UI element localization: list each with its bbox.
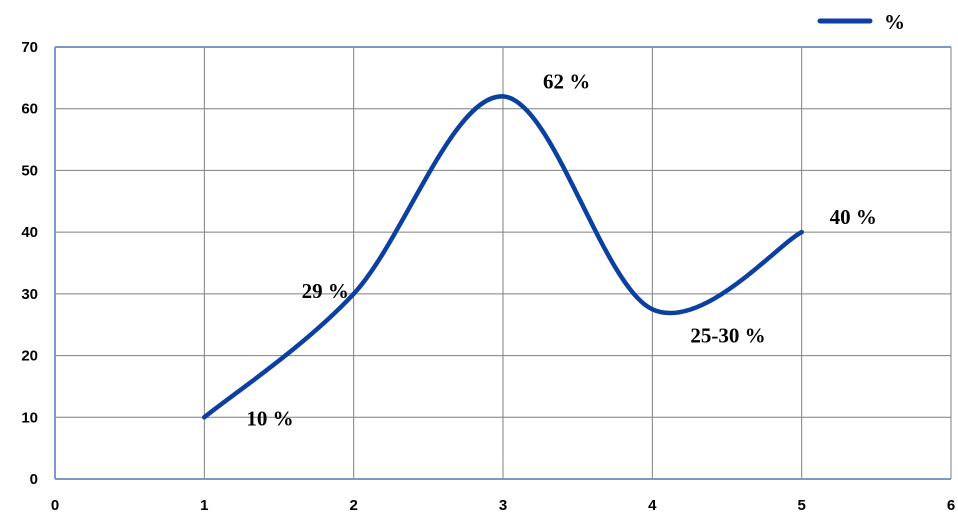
data-label: 10 % [246,406,293,430]
data-point [650,307,655,312]
legend: % [817,10,905,34]
y-tick-label: 40 [21,224,38,241]
data-label: 62 % [543,69,590,93]
y-tick-label: 20 [21,348,38,365]
x-tick-label: 0 [51,497,59,514]
axes [54,46,951,480]
x-tick-label: 3 [499,497,507,514]
x-tick-label: 5 [797,497,805,514]
x-tick-labels: 0 1 2 3 4 5 6 [51,497,955,514]
x-tick-label: 2 [349,497,357,514]
y-tick-label: 30 [21,286,38,303]
y-tick-label: 0 [30,471,38,488]
legend-label: % [884,10,905,34]
data-label: 40 % [830,205,877,229]
y-tick-label: 60 [21,101,38,118]
y-tick-label: 50 [21,162,38,179]
y-tick-label: 10 [21,409,38,426]
data-point [351,291,356,297]
data-label: 25-30 % [690,323,765,347]
x-tick-label: 1 [200,497,208,514]
data-point [799,229,804,235]
y-tick-labels: 0 10 20 30 40 50 60 70 [21,39,38,488]
x-tick-label: 4 [648,497,657,514]
data-point [202,415,207,420]
data-label: 29 % [302,279,349,303]
x-tick-label: 6 [947,497,955,514]
data-labels: 10 % 29 % 62 % 25-30 % 40 % [246,69,877,430]
series-group [202,94,804,420]
y-tick-label: 70 [21,39,38,56]
data-point [500,94,506,99]
